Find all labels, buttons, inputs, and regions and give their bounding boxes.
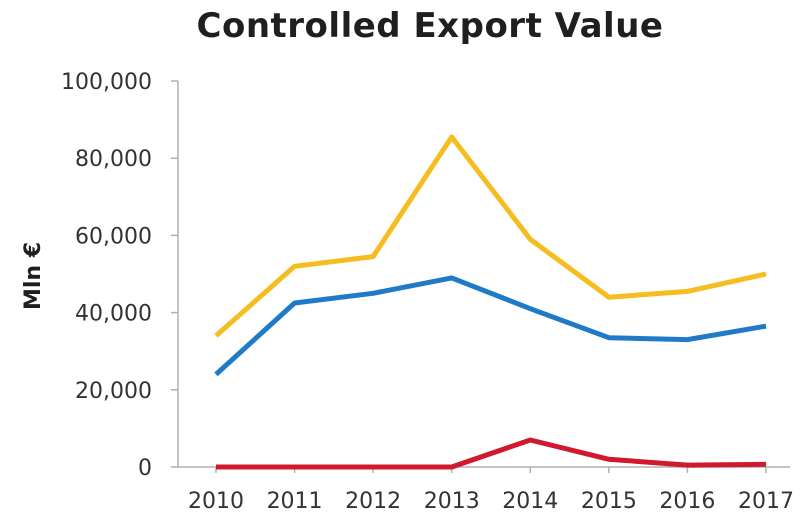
y-tick-label: 40,000	[75, 302, 152, 327]
chart-title: Controlled Export Value	[196, 6, 664, 46]
series-lines	[214, 134, 767, 470]
x-tick-label: 2016	[659, 489, 715, 514]
series-line-1	[214, 134, 767, 338]
y-tick-label: 100,000	[61, 70, 152, 95]
x-tick-label: 2014	[502, 489, 558, 514]
x-tick-label: 2013	[424, 489, 480, 514]
x-tick-label: 2015	[581, 489, 637, 514]
y-tick-label: 60,000	[75, 224, 152, 249]
y-tick-label: 0	[138, 456, 152, 481]
x-tick-label: 2012	[345, 489, 401, 514]
y-tick-label: 20,000	[75, 379, 152, 404]
axes: 0 20,000 40,000 60,000 80,000 100,000 2010 2011…	[61, 70, 794, 514]
series-line-3	[216, 437, 767, 470]
x-tick-label: 2017	[738, 489, 794, 514]
series-line-2	[214, 275, 767, 377]
y-tick-label: 80,000	[75, 147, 152, 172]
y-axis-label: Mln €	[21, 242, 46, 310]
x-tick-label: 2011	[267, 489, 323, 514]
x-tick-label: 2010	[188, 489, 244, 514]
